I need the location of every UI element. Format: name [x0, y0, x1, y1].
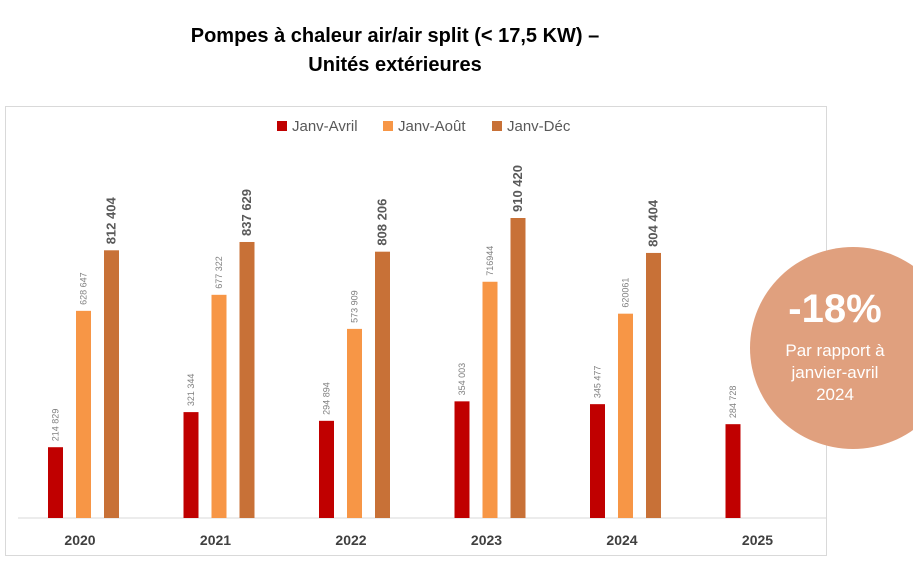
- change-description: Par rapport à janvier-avril 2024: [785, 341, 885, 404]
- bar: [211, 294, 227, 518]
- data-label: 716944: [485, 246, 495, 276]
- data-label: 573 909: [350, 290, 360, 323]
- data-label: 354 003: [457, 363, 467, 396]
- x-tick-label: 2024: [606, 532, 637, 548]
- bar: [48, 447, 63, 518]
- data-label: 620061: [621, 278, 631, 308]
- legend-label: Janv-Déc: [507, 118, 571, 135]
- data-label: 812 404: [104, 197, 119, 245]
- x-tick-label: 2025: [742, 532, 773, 548]
- legend-swatch: [492, 121, 502, 131]
- bar: [183, 412, 199, 518]
- data-label: 910 420: [510, 165, 525, 212]
- data-label: 837 629: [239, 189, 254, 236]
- data-label: 345 477: [593, 366, 603, 399]
- legend-label: Janv-Avril: [292, 118, 358, 135]
- bar: [510, 218, 526, 518]
- bar: [347, 328, 362, 518]
- bar: [319, 420, 334, 518]
- bar: [239, 241, 255, 518]
- bar: [76, 310, 91, 518]
- bar: [104, 250, 119, 518]
- data-label: 628 647: [79, 272, 89, 305]
- change-percentage: -18%: [788, 287, 882, 331]
- bar: [646, 252, 661, 518]
- change-badge: -18% Par rapport à janvier-avril 2024: [750, 247, 913, 449]
- data-label: 214 829: [51, 409, 61, 442]
- bar: [482, 281, 498, 518]
- data-label: 804 404: [646, 199, 661, 247]
- x-tick-label: 2023: [471, 532, 502, 548]
- chart-title-line-2: Unités extérieures: [308, 54, 482, 76]
- legend-label: Janv-Août: [398, 118, 466, 135]
- x-tick-label: 2022: [335, 532, 366, 548]
- data-label: 677 322: [214, 256, 224, 289]
- x-tick-label: 2020: [64, 532, 95, 548]
- bar: [375, 251, 390, 518]
- chart-area: [5, 106, 827, 556]
- bar: [590, 404, 605, 518]
- legend-swatch: [277, 121, 287, 131]
- data-label: 284 728: [728, 386, 738, 419]
- chart-title-line-1: Pompes à chaleur air/air split (< 17,5 K…: [190, 25, 600, 47]
- legend-swatch: [383, 121, 393, 131]
- bar: [725, 424, 741, 518]
- bar: [454, 401, 470, 518]
- bar: [618, 313, 633, 518]
- data-label: 294 894: [322, 382, 332, 415]
- data-label: 321 344: [186, 374, 196, 407]
- x-tick-label: 2021: [200, 532, 231, 548]
- data-label: 808 206: [375, 199, 390, 246]
